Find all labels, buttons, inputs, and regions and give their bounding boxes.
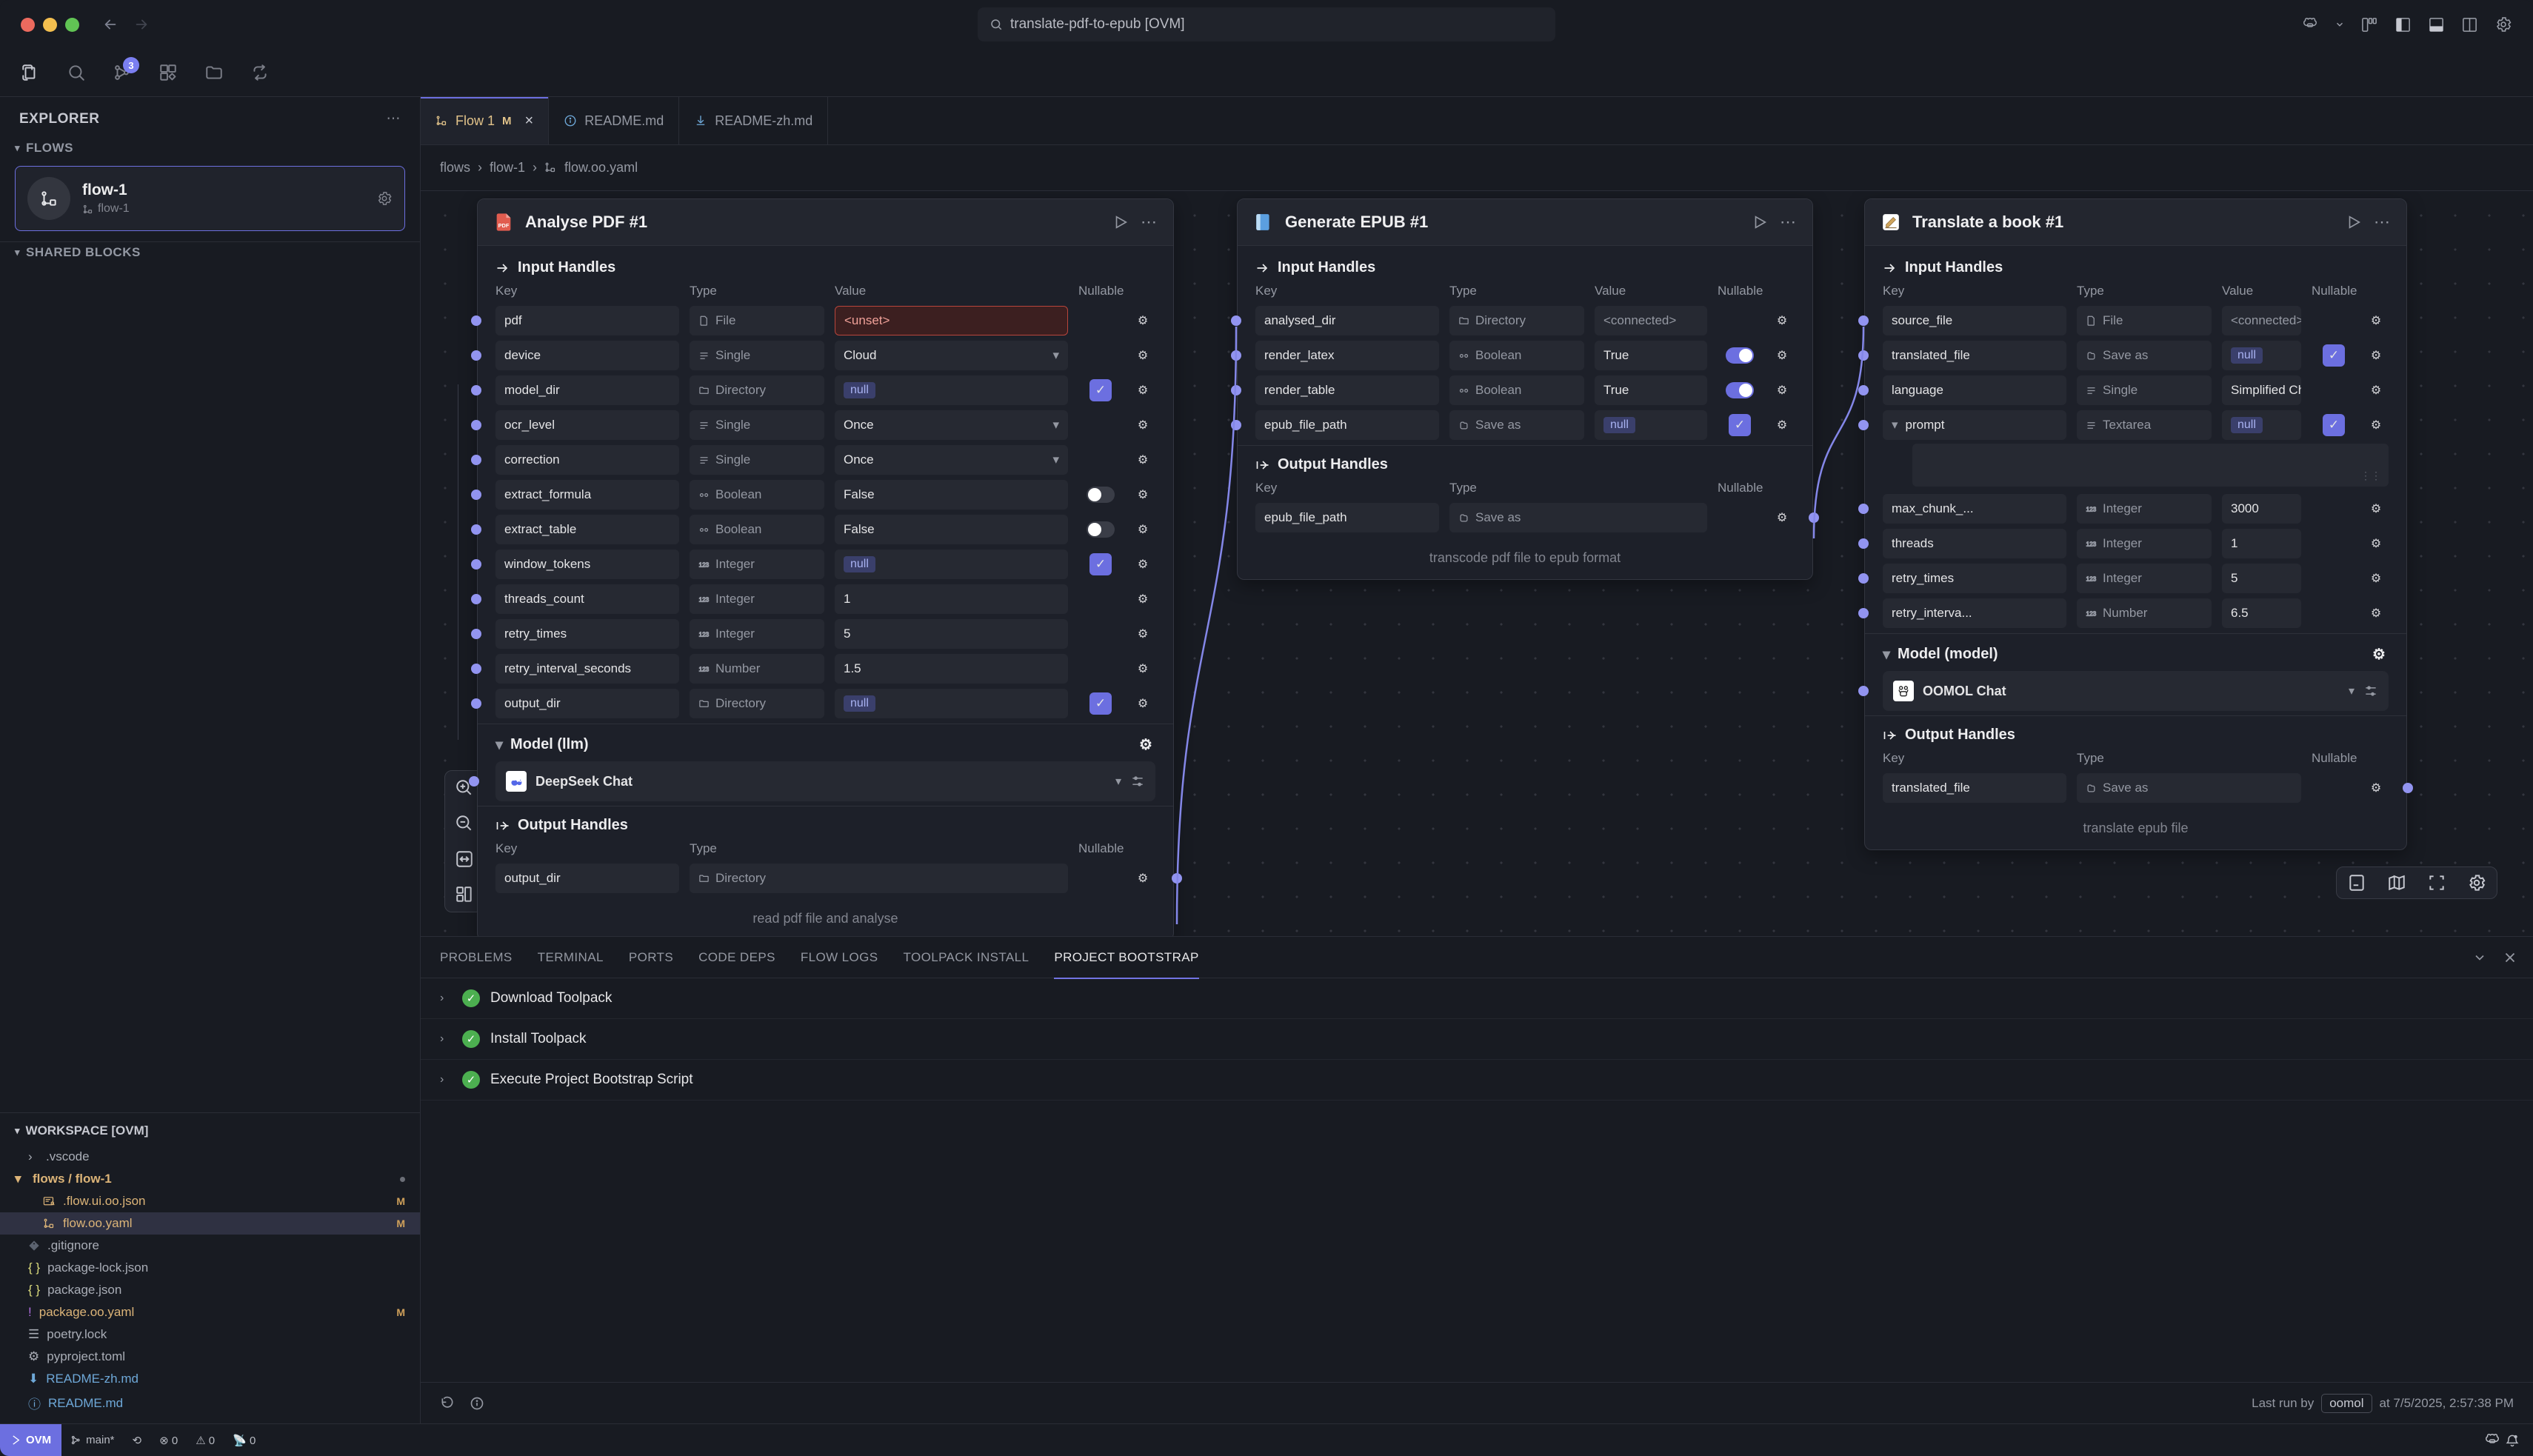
- svg-text:123: 123: [699, 666, 710, 672]
- svg-text:123: 123: [2086, 541, 2097, 547]
- svg-text:PDF: PDF: [498, 222, 510, 229]
- svg-text:123: 123: [699, 631, 710, 638]
- svg-text:123: 123: [2086, 506, 2097, 512]
- svg-text:123: 123: [699, 561, 710, 568]
- svg-text:123: 123: [2086, 610, 2097, 617]
- svg-text:123: 123: [699, 596, 710, 603]
- svg-text:123: 123: [2086, 575, 2097, 582]
